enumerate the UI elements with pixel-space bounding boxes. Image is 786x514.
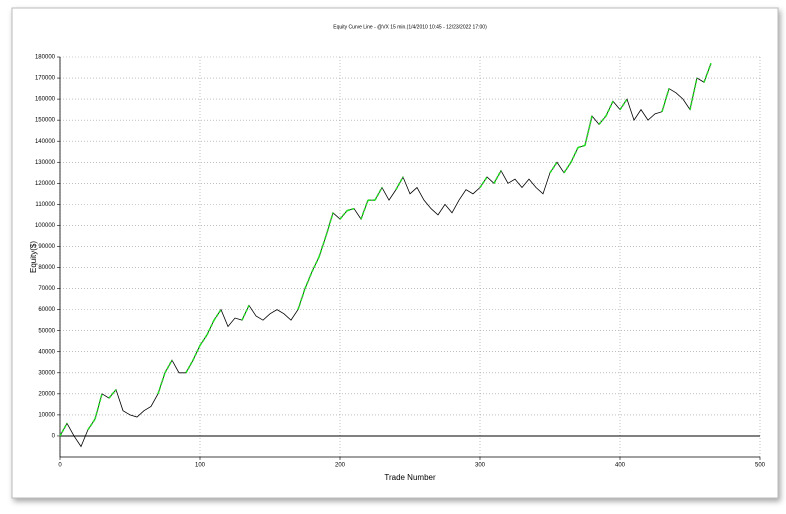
y-tick-label: 90000 [38, 244, 55, 250]
y-tick-label: 160000 [35, 97, 56, 103]
x-tick-label: 300 [475, 463, 486, 469]
new-high-segment [157, 372, 166, 395]
new-high-segment [108, 389, 117, 399]
y-tick-label: 40000 [38, 349, 55, 355]
y-tick-label: 0 [52, 434, 56, 440]
new-high-segment [199, 334, 208, 346]
new-high-segment [577, 144, 586, 149]
new-high-segment [206, 319, 215, 336]
y-tick-label: 10000 [38, 412, 55, 418]
new-high-segment [318, 235, 327, 258]
new-high-segment [241, 305, 250, 321]
new-high-segment [605, 100, 614, 117]
y-tick-label: 180000 [35, 55, 56, 61]
new-high-segment [619, 98, 628, 111]
panel [11, 7, 779, 499]
new-high-segment [703, 63, 712, 83]
new-high-segment [598, 115, 607, 125]
new-high-segment [661, 88, 670, 112]
x-tick-label: 100 [195, 463, 206, 469]
new-high-segment [689, 77, 698, 110]
y-tick-label: 30000 [38, 370, 55, 376]
new-high-segment [164, 359, 173, 374]
new-high-segment [325, 212, 334, 237]
new-high-segment [304, 271, 313, 289]
new-high-segment [297, 288, 306, 310]
chart-title: Equity Curve Line - @VX 15 min.(1/4/2010… [333, 24, 487, 30]
new-high-segment [311, 256, 320, 273]
x-axis-label: Trade Number [384, 473, 436, 482]
x-tick-label: 200 [335, 463, 346, 469]
new-high-segment [479, 176, 488, 188]
y-axis-label: Equity($) [29, 241, 38, 273]
y-tick-label: 80000 [38, 265, 55, 271]
new-high-segment [584, 115, 593, 146]
new-high-segment [570, 147, 579, 163]
new-high-segment [374, 187, 383, 201]
new-high-segment [395, 176, 404, 191]
y-tick-label: 20000 [38, 391, 55, 397]
new-high-segment [493, 170, 502, 184]
new-high-segment [563, 161, 572, 174]
new-high-segment [549, 161, 558, 174]
new-high-segment [185, 359, 194, 374]
x-tick-label: 0 [58, 463, 62, 469]
new-high-segment [192, 345, 201, 361]
new-high-segment [339, 210, 348, 220]
y-tick-label: 170000 [35, 76, 56, 82]
new-high-segment [360, 199, 369, 220]
y-tick-label: 100000 [35, 223, 56, 229]
new-high-segment [59, 422, 68, 437]
y-tick-label: 60000 [38, 307, 55, 313]
y-tick-label: 110000 [35, 202, 55, 208]
y-tick-label: 70000 [38, 286, 55, 292]
y-tick-label: 140000 [35, 139, 56, 145]
x-tick-label: 400 [615, 463, 626, 469]
y-tick-label: 120000 [35, 181, 56, 187]
y-tick-label: 50000 [38, 328, 55, 334]
y-tick-label: 130000 [35, 160, 56, 166]
y-tick-label: 150000 [35, 118, 56, 124]
new-high-segment [87, 418, 96, 431]
new-high-segment [213, 309, 222, 321]
x-tick-label: 500 [755, 463, 766, 469]
new-high-segment [346, 207, 355, 212]
